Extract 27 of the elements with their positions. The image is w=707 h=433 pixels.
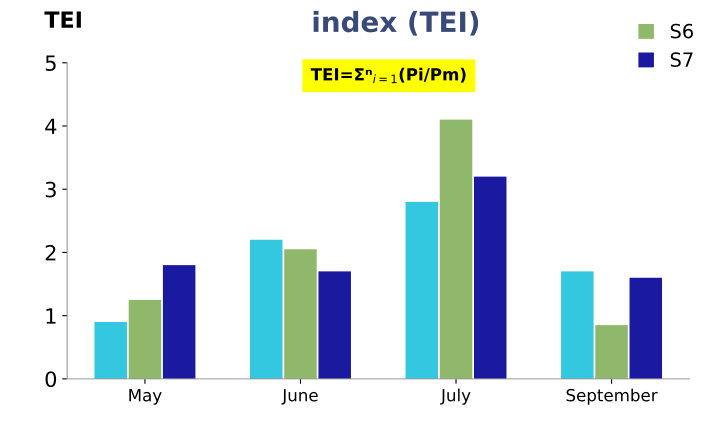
- y-tick-label: 1: [46, 308, 56, 324]
- bar: [284, 249, 317, 379]
- bar: [406, 202, 438, 379]
- x-tick-label: May: [129, 389, 162, 405]
- y-tick-label: 0: [46, 371, 56, 388]
- bar: [595, 325, 628, 379]
- y-tick-label: 4: [45, 118, 56, 134]
- bar: [128, 300, 162, 379]
- x-tick-label: July: [440, 388, 471, 405]
- y-tick-label: 3: [46, 182, 56, 198]
- bar: [440, 120, 472, 379]
- legend-label: S7: [670, 52, 693, 67]
- legend-label: S6: [670, 24, 693, 38]
- y-tick-label: 2: [46, 244, 56, 260]
- x-tick-label: September: [566, 388, 658, 405]
- annotation: TEI=Σⁿ$_{i=1}$(Pi/Pm): [310, 68, 466, 84]
- bar: [162, 265, 196, 379]
- bar: [474, 176, 506, 379]
- chart-title: index (TEI): [314, 10, 478, 36]
- bar: [318, 271, 351, 379]
- bar: [250, 240, 283, 379]
- y-axis-title: TEI: [44, 12, 81, 28]
- bar: [94, 322, 127, 379]
- x-tick-label: June: [281, 389, 318, 405]
- bar: [561, 271, 594, 379]
- y-tick-label: 5: [46, 56, 56, 71]
- bar: [630, 278, 662, 379]
